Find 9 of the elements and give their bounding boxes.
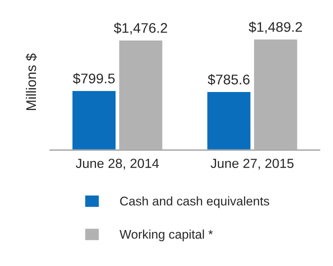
- x-tick-label: June 28, 2014: [76, 158, 159, 170]
- data-label: $799.5: [72, 72, 115, 84]
- legend-label: Working capital *: [120, 230, 213, 242]
- y-axis-title: Millions $: [26, 53, 37, 110]
- data-label: $785.6: [208, 74, 250, 86]
- data-label: $1,489.2: [248, 21, 302, 34]
- legend-label: Cash and cash equivalents: [120, 196, 270, 208]
- data-label: $1,476.2: [114, 22, 168, 35]
- x-tick-label: June 27, 2015: [210, 158, 294, 170]
